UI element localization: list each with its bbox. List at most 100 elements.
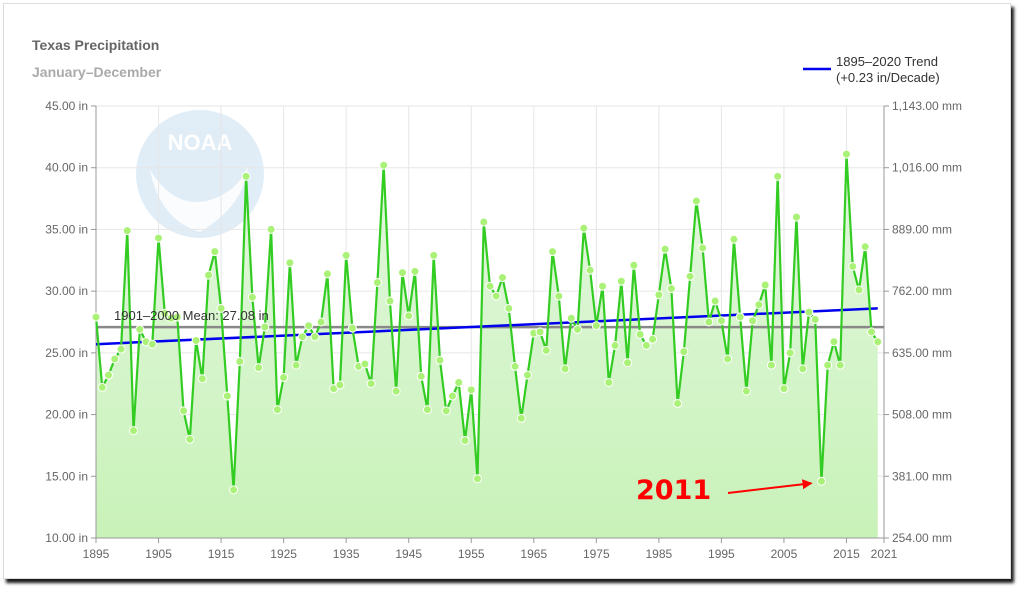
x-tick-label: 1915 — [208, 547, 235, 561]
data-point — [585, 265, 595, 275]
data-point — [435, 355, 445, 365]
data-point — [598, 281, 608, 291]
y-tick-label-right: 381.00 mm — [892, 469, 952, 483]
data-point — [191, 336, 201, 346]
x-tick-label: 1905 — [145, 547, 172, 561]
data-point — [341, 250, 351, 260]
data-point — [285, 258, 295, 268]
data-point — [810, 315, 820, 325]
data-point — [104, 370, 114, 380]
data-point — [679, 347, 689, 357]
data-point — [841, 149, 851, 159]
data-point — [741, 386, 751, 396]
trend-line — [95, 307, 878, 346]
data-point — [110, 354, 120, 364]
data-point — [635, 329, 645, 339]
data-point — [604, 377, 614, 387]
legend-trend-label: 1895–2020 Trend — [836, 54, 938, 69]
x-tick-label: 1965 — [520, 547, 547, 561]
data-point — [710, 296, 720, 306]
legend[interactable]: 1895–2020 Trend (+0.23 in/Decade) — [803, 54, 940, 85]
x-tick-label: 2021 — [871, 547, 898, 561]
data-point — [241, 171, 251, 181]
data-point — [441, 406, 451, 416]
data-point — [172, 312, 182, 322]
data-point — [460, 435, 470, 445]
data-point — [523, 370, 533, 380]
data-point — [541, 345, 551, 355]
data-point — [229, 485, 239, 495]
data-point — [254, 363, 264, 373]
data-point — [616, 276, 626, 286]
data-point — [222, 391, 232, 401]
y-tick-label-left: 10.00 in — [45, 531, 88, 545]
x-axis-ticks: 1895 1905 1915 1925 1935 1945 1955 1965 1975 1985… — [83, 547, 898, 561]
data-point — [322, 269, 332, 279]
data-point — [204, 270, 214, 280]
data-point — [835, 360, 845, 370]
data-point — [291, 360, 301, 370]
data-point — [829, 337, 839, 347]
data-point — [748, 316, 758, 326]
data-point — [554, 291, 564, 301]
x-tick-label: 1935 — [333, 547, 360, 561]
data-point — [866, 327, 876, 337]
data-point — [391, 386, 401, 396]
data-point — [610, 340, 620, 350]
data-point — [316, 317, 326, 327]
data-point — [654, 290, 664, 300]
data-point — [116, 344, 126, 354]
data-point — [135, 324, 145, 334]
data-point — [279, 373, 289, 383]
data-point — [666, 284, 676, 294]
data-point — [723, 354, 733, 364]
annotation-text: 2011 — [636, 475, 711, 506]
data-point — [804, 307, 814, 317]
data-point — [197, 374, 207, 384]
data-point — [673, 398, 683, 408]
data-point — [498, 273, 508, 283]
x-tick-label: 1895 — [83, 547, 110, 561]
data-point — [860, 242, 870, 252]
y-tick-label-left: 20.00 in — [45, 408, 88, 422]
y-tick-label-right: 254.00 mm — [892, 531, 952, 545]
data-point — [479, 217, 489, 227]
data-point — [773, 171, 783, 181]
y-axis-right-ticks: 254.00 mm 381.00 mm 508.00 mm 635.00 mm 762.… — [892, 99, 962, 545]
data-point — [648, 334, 658, 344]
data-point — [454, 377, 464, 387]
data-point — [379, 160, 389, 170]
data-point — [122, 226, 132, 236]
data-point — [691, 196, 701, 206]
x-tick-label: 1945 — [395, 547, 422, 561]
data-point — [579, 223, 589, 233]
data-point — [416, 371, 426, 381]
precipitation-series — [94, 153, 879, 491]
data-point — [516, 413, 526, 423]
data-point — [385, 296, 395, 306]
x-tick-label: 1995 — [708, 547, 735, 561]
y-tick-label-right: 1,016.00 mm — [892, 161, 962, 175]
data-point — [297, 332, 307, 342]
data-point — [754, 300, 764, 310]
data-point — [560, 364, 570, 374]
data-point — [366, 379, 376, 389]
data-point — [573, 324, 583, 334]
y-tick-label-right: 762.00 mm — [892, 284, 952, 298]
data-point — [854, 285, 864, 295]
data-point — [735, 312, 745, 322]
data-point — [397, 268, 407, 278]
data-point — [623, 358, 633, 368]
data-point — [272, 405, 282, 415]
data-point — [629, 260, 639, 270]
x-tick-label: 2015 — [833, 547, 860, 561]
data-point — [210, 247, 220, 257]
x-tick-label: 1985 — [646, 547, 673, 561]
data-point — [147, 339, 157, 349]
x-tick-label: 2005 — [771, 547, 798, 561]
y-tick-label-right: 635.00 mm — [892, 346, 952, 360]
data-point — [266, 224, 276, 234]
x-tick-label: 1975 — [583, 547, 610, 561]
data-point — [641, 340, 651, 350]
